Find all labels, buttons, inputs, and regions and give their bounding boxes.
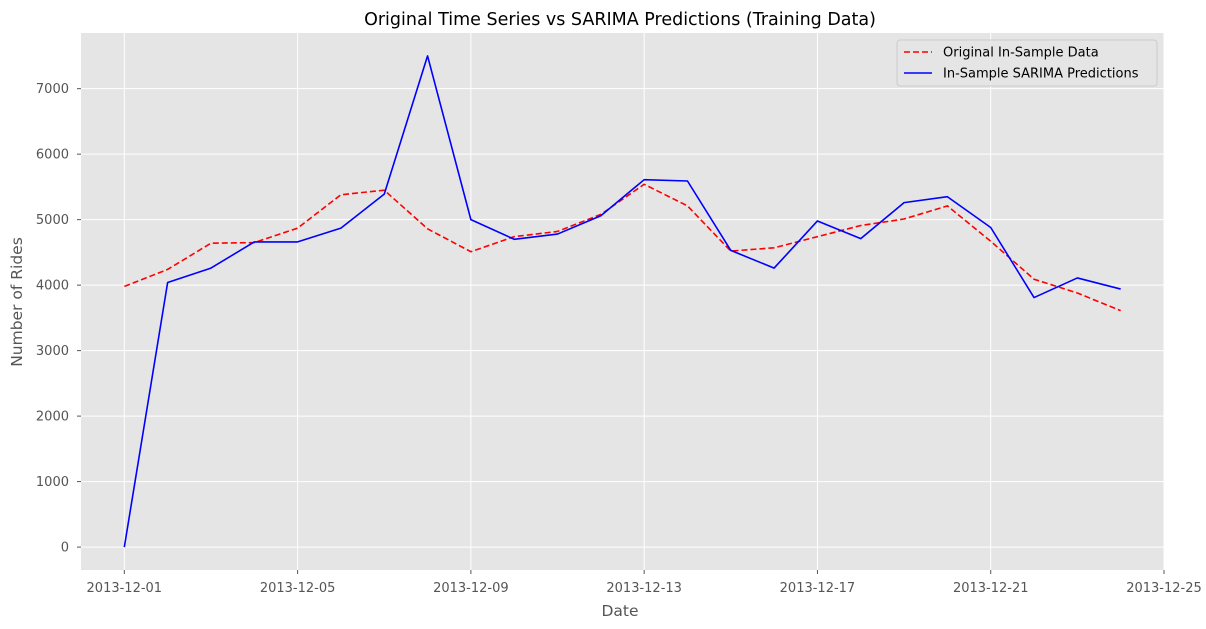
grid-lines bbox=[81, 33, 1165, 570]
x-axis-ticks: 2013-12-01 2013-12-05 2013-12-09 2013-12-13… bbox=[87, 570, 1202, 596]
plot-area bbox=[81, 33, 1164, 570]
y-tick-label: 2000 bbox=[36, 410, 69, 425]
y-axis-ticks: 0 1000 2000 3000 4000 5000 6000 7000 bbox=[36, 82, 81, 556]
chart-title: Original Time Series vs SARIMA Predictio… bbox=[364, 10, 876, 30]
series-line-predictions bbox=[123, 55, 1121, 548]
legend-box bbox=[896, 39, 1158, 87]
legend-label-predictions: In-Sample SARIMA Predictions bbox=[943, 67, 1139, 82]
y-tick-label: 6000 bbox=[36, 148, 69, 163]
x-tick-label: 2013-12-05 bbox=[260, 581, 336, 596]
x-tick-label: 2013-12-01 bbox=[87, 581, 163, 596]
y-tick-label: 4000 bbox=[36, 279, 69, 294]
x-tick-label: 2013-12-17 bbox=[780, 581, 856, 596]
y-tick-label: 1000 bbox=[36, 475, 69, 490]
legend: Original In-Sample Data In-Sample SARIMA… bbox=[896, 39, 1158, 87]
series-lines bbox=[123, 55, 1121, 548]
x-axis-label: Date bbox=[601, 602, 638, 620]
y-tick-label: 0 bbox=[61, 541, 69, 556]
x-tick-label: 2013-12-13 bbox=[606, 581, 682, 596]
y-tick-label: 7000 bbox=[36, 82, 69, 97]
x-tick-label: 2013-12-25 bbox=[1126, 581, 1202, 596]
series-line-original bbox=[124, 183, 1121, 312]
y-tick-label: 5000 bbox=[36, 213, 69, 228]
y-tick-label: 3000 bbox=[36, 344, 69, 359]
legend-label-original: Original In-Sample Data bbox=[943, 46, 1099, 61]
y-axis-label: Number of Rides bbox=[8, 237, 26, 367]
x-tick-label: 2013-12-21 bbox=[953, 581, 1029, 596]
x-tick-label: 2013-12-09 bbox=[433, 581, 509, 596]
